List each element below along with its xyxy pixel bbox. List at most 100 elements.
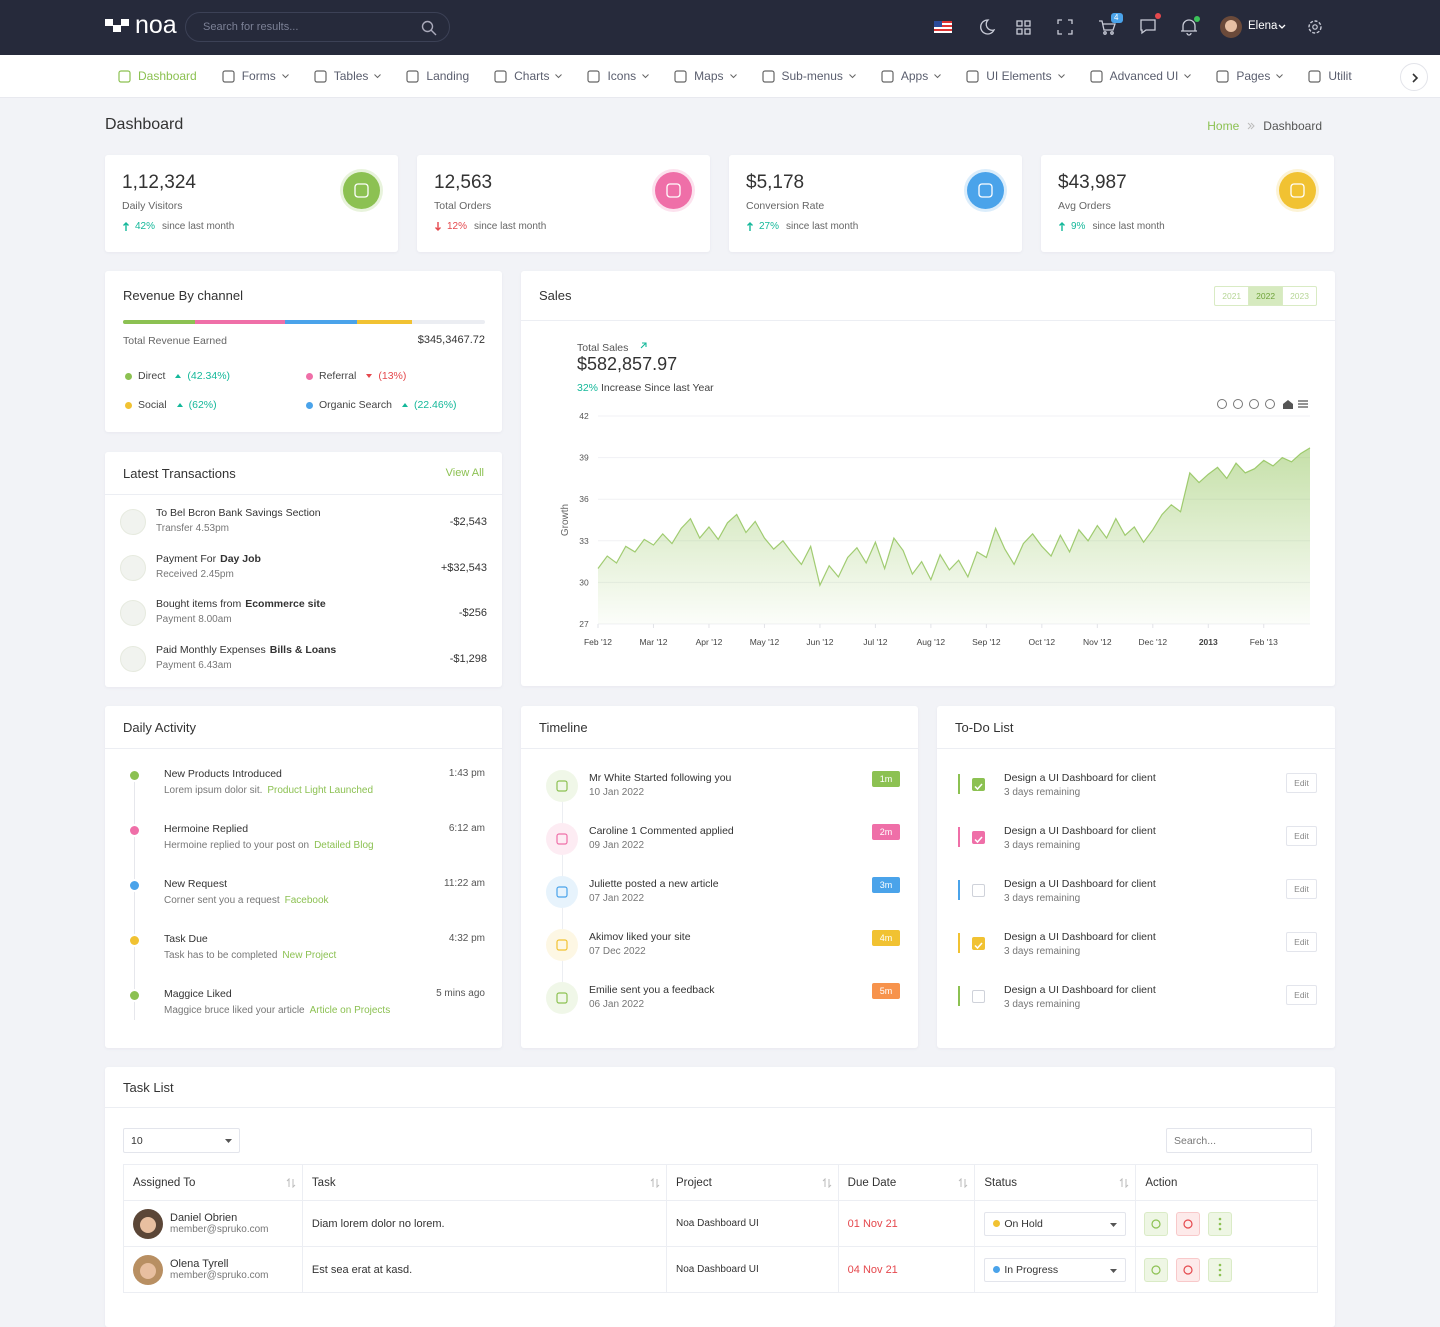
transaction-sub: Payment 6.43am (156, 659, 232, 671)
select-caret (1110, 1222, 1118, 1227)
breadcrumb-current: Dashboard (1263, 119, 1322, 133)
chat-icon[interactable] (1140, 19, 1156, 35)
nav-item[interactable]: Advanced UI (1089, 69, 1192, 84)
table-search[interactable]: Search... (1166, 1128, 1312, 1153)
transaction-sub: Transfer 4.53pm (156, 523, 229, 534)
theme-icon[interactable] (980, 19, 996, 35)
nav-item[interactable]: Maps (673, 69, 737, 84)
action-button[interactable] (1144, 1257, 1169, 1282)
column-header[interactable]: Action (1135, 1164, 1318, 1201)
nav-item[interactable]: Forms (221, 69, 289, 84)
year-buttons: 2021 2022 2023 (1214, 285, 1317, 306)
assignee-name: Olena Tyrell (170, 1258, 229, 1270)
tool-icon (1249, 399, 1259, 409)
edit-button[interactable]: Edit (1286, 879, 1317, 899)
status-select[interactable]: In Progress (984, 1257, 1127, 1282)
card-title: Sales (539, 288, 572, 303)
settings-icon[interactable] (1308, 20, 1322, 34)
x-tick-label: May '12 (750, 637, 780, 647)
search-box[interactable]: Search for results... (185, 12, 450, 42)
nav-item[interactable]: Charts (493, 69, 563, 84)
todo-checkbox[interactable] (972, 831, 985, 844)
sort-icon (650, 1178, 660, 1188)
nav-item[interactable]: UI Elements (965, 69, 1065, 84)
year-button[interactable]: 2023 (1282, 286, 1316, 305)
user-name[interactable]: Elena (1248, 20, 1278, 32)
nav-item[interactable]: Landing (405, 69, 469, 84)
nav-label: Pages (1236, 69, 1271, 83)
activity-link[interactable]: New Project (282, 950, 337, 961)
nav-item[interactable]: Utilit (1307, 69, 1352, 84)
stat-note: since last month (474, 221, 547, 232)
dot (1219, 1227, 1222, 1230)
assignee-info: Daniel Obrien member@spruko.com (170, 1212, 269, 1235)
year-button[interactable]: 2022 (1248, 286, 1283, 305)
activity-dot (130, 826, 139, 835)
card-title: To-Do List (955, 719, 1014, 735)
bell-icon[interactable] (1181, 19, 1197, 36)
todo-checkbox[interactable] (972, 990, 985, 1003)
action-button[interactable] (1176, 1211, 1201, 1236)
icon-glyph (556, 780, 568, 792)
todo-checkbox[interactable] (972, 884, 985, 897)
nav-item[interactable]: Sub-menus (761, 69, 856, 84)
sales-area (598, 447, 1310, 624)
activity-time: 6:12 am (448, 823, 485, 834)
apps-icon[interactable] (1016, 20, 1031, 35)
transaction-icon (120, 509, 146, 535)
timeline-badge: 1m (872, 771, 900, 787)
action-button[interactable] (1208, 1257, 1233, 1282)
flag-icon[interactable] (934, 21, 952, 33)
column-header[interactable]: Status (974, 1164, 1137, 1201)
card-title: Timeline (539, 719, 588, 735)
edit-button[interactable]: Edit (1286, 985, 1317, 1005)
edit-button[interactable]: Edit (1286, 773, 1317, 793)
action-button[interactable] (1144, 1211, 1169, 1236)
title-text: To Bel Bcron Bank Savings Section (156, 507, 321, 519)
action-button[interactable] (1176, 1257, 1201, 1282)
nav-item[interactable]: Tables (313, 69, 382, 84)
column-header[interactable]: Due Date (837, 1164, 976, 1201)
status-select[interactable]: On Hold (984, 1211, 1127, 1236)
sort-arrows (1120, 1178, 1129, 1188)
card-title: Revenue By channel (123, 288, 243, 303)
fullscreen-icon[interactable] (1057, 19, 1073, 35)
column-header[interactable]: Task (301, 1164, 667, 1201)
bar-segment (195, 320, 285, 324)
view-all-link[interactable]: View All (445, 467, 484, 479)
edit-button[interactable]: Edit (1286, 932, 1317, 952)
column-header[interactable]: Assigned To (123, 1164, 303, 1201)
sales-chart: Total Sales$582,857.97 32% Increase Since … (560, 342, 1311, 647)
stat-change-value: 27% (759, 221, 780, 232)
nav-label: Sub-menus (781, 69, 843, 83)
page-size-select[interactable]: 10 (123, 1128, 240, 1153)
breadcrumb-link[interactable]: Home (1207, 119, 1240, 133)
nav-item[interactable]: Apps (880, 69, 942, 84)
cart-icon[interactable] (1099, 20, 1116, 35)
column-header[interactable]: Project (665, 1164, 839, 1201)
stat-change-value: 12% (447, 221, 468, 232)
edit-button[interactable]: Edit (1286, 826, 1317, 846)
activity-link[interactable]: Facebook (284, 895, 329, 906)
year-button[interactable]: 2021 (1222, 290, 1242, 301)
activity-link[interactable]: Article on Projects (309, 1005, 391, 1016)
nav-item[interactable]: Dashboard (117, 69, 197, 84)
action-button[interactable] (1208, 1211, 1233, 1236)
activity-link[interactable]: Detailed Blog (314, 840, 374, 851)
activity-link[interactable]: Product Light Launched (267, 785, 374, 796)
nav-item[interactable]: Icons (586, 69, 650, 84)
todo-checkbox[interactable] (972, 937, 985, 950)
search-placeholder: Search for results... (203, 21, 299, 33)
glyph (1183, 1264, 1193, 1275)
todo-checkbox[interactable] (972, 778, 985, 791)
user-avatar[interactable] (1220, 16, 1242, 38)
nav-item[interactable]: Pages (1215, 69, 1284, 84)
bar-segment (123, 320, 195, 324)
avatar-face (140, 1262, 156, 1279)
action-icon (1219, 1263, 1222, 1276)
stat-note: since last month (162, 221, 235, 232)
chart-total: $582,857.97 (577, 354, 677, 374)
todo-bar (958, 774, 960, 794)
top-bar: noa Search for results... 4 Elena (0, 0, 1440, 55)
nav-next-button[interactable] (1400, 63, 1428, 91)
